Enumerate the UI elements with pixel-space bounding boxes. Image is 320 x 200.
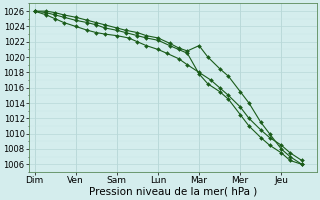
X-axis label: Pression niveau de la mer( hPa ): Pression niveau de la mer( hPa ): [89, 187, 257, 197]
